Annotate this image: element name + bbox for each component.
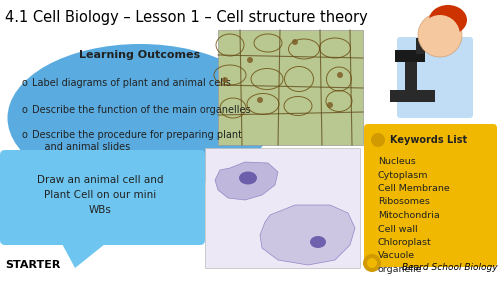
Ellipse shape bbox=[8, 44, 272, 192]
Ellipse shape bbox=[429, 5, 467, 35]
Ellipse shape bbox=[239, 171, 257, 185]
FancyBboxPatch shape bbox=[0, 150, 205, 245]
Text: Label diagrams of plant and animal cells: Label diagrams of plant and animal cells bbox=[32, 78, 231, 88]
FancyBboxPatch shape bbox=[364, 124, 497, 267]
Ellipse shape bbox=[363, 254, 381, 272]
Text: Cell Membrane: Cell Membrane bbox=[378, 184, 450, 193]
Text: Beard School Biology: Beard School Biology bbox=[402, 263, 498, 272]
FancyBboxPatch shape bbox=[205, 148, 360, 268]
Text: organelle: organelle bbox=[378, 265, 422, 274]
Text: Cell wall: Cell wall bbox=[378, 225, 418, 234]
Ellipse shape bbox=[367, 258, 377, 268]
Text: Mitochondria: Mitochondria bbox=[378, 211, 440, 220]
Circle shape bbox=[222, 77, 228, 83]
Text: Draw an animal cell and
Plant Cell on our mini
WBs: Draw an animal cell and Plant Cell on ou… bbox=[37, 175, 163, 215]
Text: Keywords List: Keywords List bbox=[390, 135, 467, 145]
FancyBboxPatch shape bbox=[416, 38, 424, 54]
Text: Nucleus: Nucleus bbox=[378, 157, 416, 166]
Text: Learning Outcomes: Learning Outcomes bbox=[80, 50, 200, 60]
Text: o: o bbox=[22, 130, 28, 140]
Text: Cytoplasm: Cytoplasm bbox=[378, 171, 428, 180]
Polygon shape bbox=[60, 240, 110, 268]
FancyBboxPatch shape bbox=[218, 30, 363, 145]
Circle shape bbox=[327, 102, 333, 108]
Text: Ribosomes: Ribosomes bbox=[378, 198, 430, 207]
Text: Describe the procedure for preparing plant
    and animal slides: Describe the procedure for preparing pla… bbox=[32, 130, 242, 152]
Circle shape bbox=[257, 97, 263, 103]
Ellipse shape bbox=[310, 236, 326, 248]
Text: Chloroplast: Chloroplast bbox=[378, 238, 432, 247]
Text: Vacuole: Vacuole bbox=[378, 251, 415, 260]
Circle shape bbox=[247, 57, 253, 63]
Polygon shape bbox=[260, 205, 355, 265]
Text: 4.1 Cell Biology – Lesson 1 – Cell structure theory: 4.1 Cell Biology – Lesson 1 – Cell struc… bbox=[5, 10, 368, 25]
Circle shape bbox=[337, 72, 343, 78]
FancyBboxPatch shape bbox=[405, 55, 417, 95]
FancyBboxPatch shape bbox=[390, 90, 435, 102]
FancyBboxPatch shape bbox=[397, 37, 473, 118]
Circle shape bbox=[371, 133, 385, 147]
Text: o: o bbox=[22, 105, 28, 115]
Text: STARTER: STARTER bbox=[5, 260, 60, 270]
Circle shape bbox=[418, 13, 462, 57]
FancyBboxPatch shape bbox=[395, 50, 425, 62]
Text: Describe the function of the main organelles: Describe the function of the main organe… bbox=[32, 105, 250, 115]
Text: o: o bbox=[22, 78, 28, 88]
Circle shape bbox=[292, 39, 298, 45]
Polygon shape bbox=[215, 162, 278, 200]
Circle shape bbox=[420, 15, 460, 55]
